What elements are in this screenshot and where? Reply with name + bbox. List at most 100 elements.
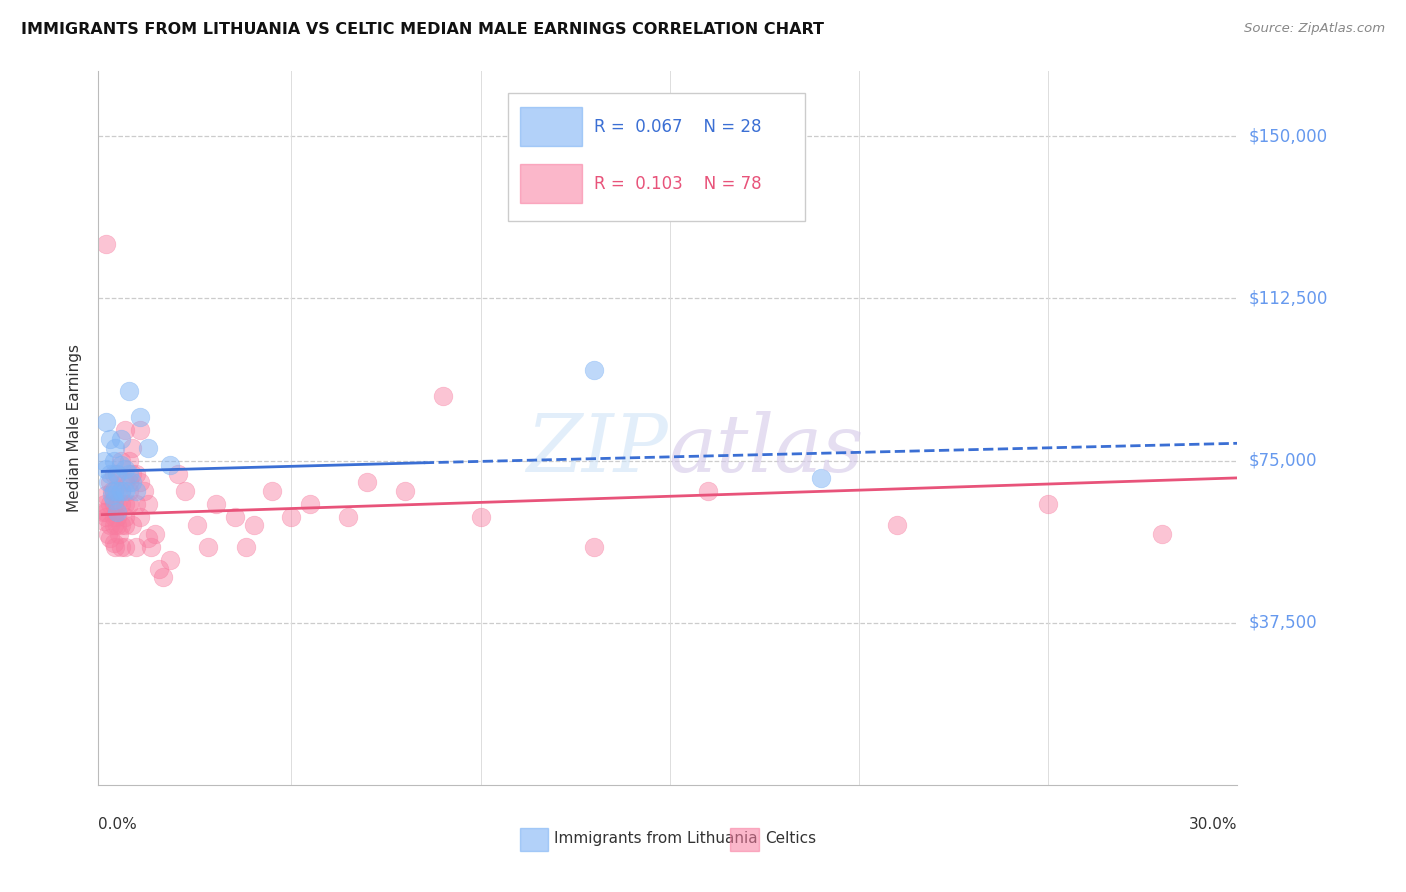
- Point: [98, 475, 121, 490]
- Point: [148, 562, 170, 576]
- Point: [583, 540, 606, 554]
- Text: Source: ZipAtlas.com: Source: ZipAtlas.com: [1244, 22, 1385, 36]
- Point: [129, 509, 152, 524]
- Point: [696, 483, 718, 498]
- Point: [886, 518, 908, 533]
- Point: [100, 483, 122, 498]
- Text: 0.0%: 0.0%: [98, 817, 138, 832]
- Point: [129, 475, 152, 490]
- Point: [143, 527, 166, 541]
- Point: [235, 540, 257, 554]
- Point: [94, 509, 117, 524]
- Point: [105, 483, 128, 498]
- Point: [105, 518, 128, 533]
- Point: [337, 509, 360, 524]
- Point: [98, 532, 121, 546]
- Text: Celtics: Celtics: [765, 831, 815, 846]
- Point: [110, 458, 132, 472]
- Point: [94, 237, 117, 252]
- Point: [98, 518, 121, 533]
- Point: [93, 514, 115, 528]
- Point: [125, 540, 148, 554]
- Point: [91, 506, 114, 520]
- Point: [152, 570, 174, 584]
- Point: [174, 483, 197, 498]
- Point: [121, 475, 143, 490]
- FancyBboxPatch shape: [520, 164, 582, 203]
- Point: [394, 483, 416, 498]
- Point: [114, 497, 136, 511]
- Point: [94, 488, 117, 502]
- Point: [110, 497, 132, 511]
- Point: [118, 497, 141, 511]
- Point: [103, 509, 125, 524]
- Point: [103, 483, 125, 498]
- Point: [280, 509, 302, 524]
- Point: [94, 462, 117, 476]
- Point: [108, 527, 131, 541]
- Point: [103, 535, 125, 549]
- Point: [97, 527, 120, 541]
- Y-axis label: Median Male Earnings: Median Male Earnings: [67, 344, 83, 512]
- FancyBboxPatch shape: [731, 829, 759, 851]
- Point: [110, 483, 132, 498]
- Point: [118, 483, 141, 498]
- Text: 30.0%: 30.0%: [1189, 817, 1237, 832]
- Point: [356, 475, 378, 490]
- Point: [810, 471, 832, 485]
- Point: [105, 506, 128, 520]
- Point: [104, 540, 127, 554]
- Point: [110, 483, 132, 498]
- Point: [136, 441, 159, 455]
- Point: [110, 453, 132, 467]
- Point: [114, 509, 136, 524]
- Point: [105, 467, 128, 481]
- Text: ZIP: ZIP: [526, 411, 668, 488]
- Point: [1036, 497, 1059, 511]
- Point: [118, 475, 141, 490]
- Point: [299, 497, 322, 511]
- Point: [224, 509, 246, 524]
- Point: [121, 441, 143, 455]
- Point: [204, 497, 226, 511]
- Point: [159, 458, 181, 472]
- Point: [159, 553, 181, 567]
- Point: [105, 509, 128, 524]
- Point: [94, 497, 117, 511]
- Point: [129, 423, 152, 437]
- Point: [114, 423, 136, 437]
- Point: [103, 467, 125, 481]
- Point: [118, 384, 141, 399]
- Text: R =  0.067    N = 28: R = 0.067 N = 28: [593, 118, 761, 136]
- Text: $75,000: $75,000: [1249, 451, 1317, 469]
- Point: [118, 467, 141, 481]
- Text: $150,000: $150,000: [1249, 128, 1327, 145]
- Point: [136, 497, 159, 511]
- FancyBboxPatch shape: [509, 93, 804, 221]
- Point: [132, 483, 155, 498]
- Text: R =  0.103    N = 78: R = 0.103 N = 78: [593, 175, 762, 193]
- FancyBboxPatch shape: [520, 107, 582, 146]
- Point: [94, 415, 117, 429]
- Point: [125, 497, 148, 511]
- Point: [105, 497, 128, 511]
- Point: [242, 518, 264, 533]
- Point: [100, 488, 122, 502]
- Point: [103, 453, 125, 467]
- Point: [110, 518, 132, 533]
- Text: $112,500: $112,500: [1249, 289, 1327, 308]
- Point: [103, 492, 125, 507]
- Point: [262, 483, 284, 498]
- Point: [118, 453, 141, 467]
- Point: [186, 518, 208, 533]
- Point: [103, 518, 125, 533]
- Point: [129, 410, 152, 425]
- Point: [114, 475, 136, 490]
- Point: [110, 540, 132, 554]
- Point: [583, 363, 606, 377]
- Point: [97, 475, 120, 490]
- Point: [98, 432, 121, 446]
- Point: [93, 453, 115, 467]
- FancyBboxPatch shape: [520, 829, 548, 851]
- Point: [141, 540, 163, 554]
